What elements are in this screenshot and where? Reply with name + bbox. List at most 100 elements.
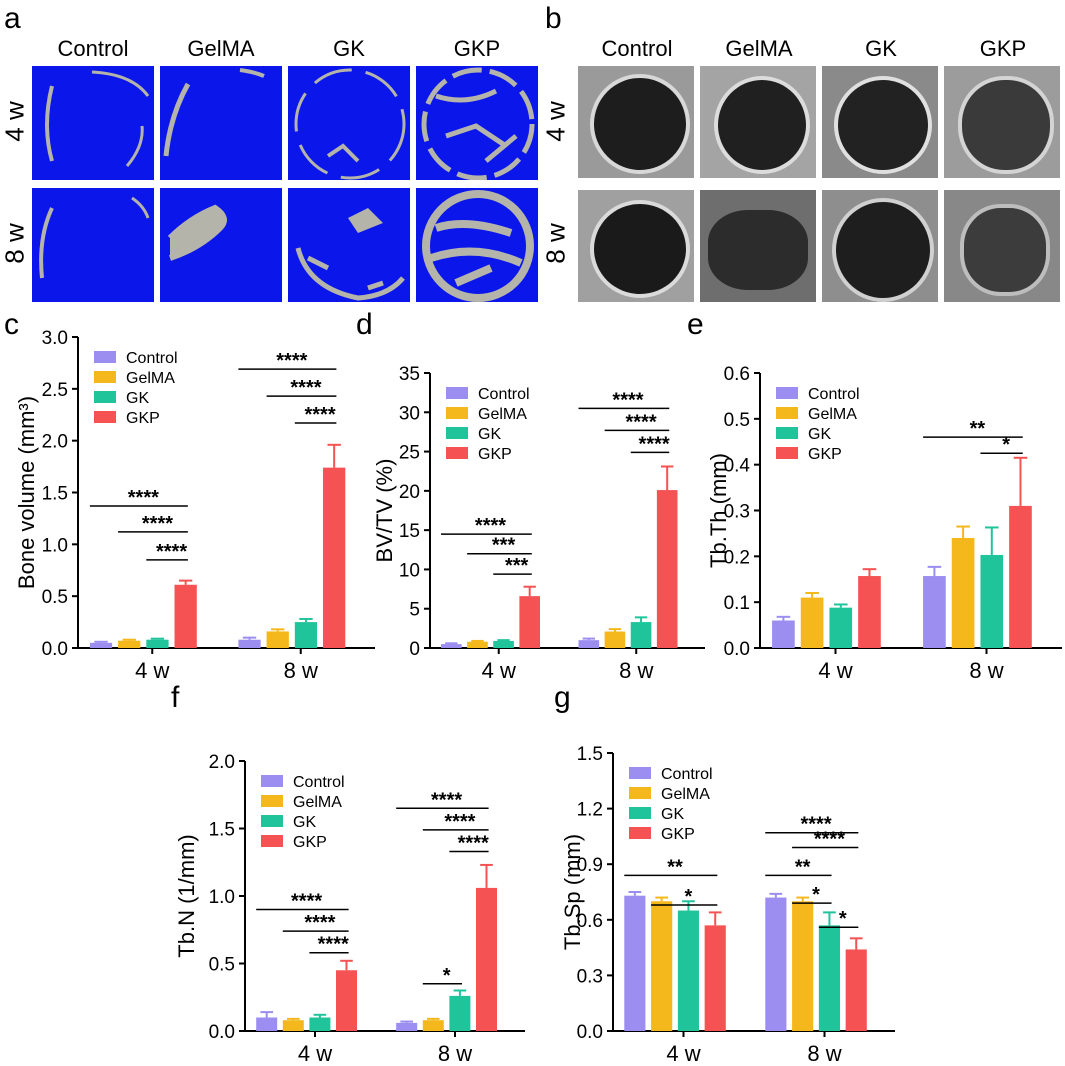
- bar-d-gelma: [467, 641, 488, 648]
- panel-label-c: c: [4, 308, 19, 341]
- x-tick-label-d: 4 w: [482, 658, 516, 683]
- significance-mark-d: ***: [492, 535, 516, 557]
- y-tick-label-f: 0.5: [209, 955, 235, 976]
- bar-f-gkp: [336, 970, 357, 1031]
- bar-e-gkp: [1009, 505, 1032, 648]
- x-tick-label-f: 4 w: [298, 1041, 332, 1066]
- bar-g-control: [765, 897, 787, 1031]
- legend-swatch-e: [776, 427, 798, 439]
- y-tick-label-c: 1.5: [42, 484, 68, 505]
- legend-swatch-g: [629, 807, 651, 819]
- bar-f-gk: [309, 1017, 331, 1031]
- y-tick-label-e: 0.1: [724, 593, 750, 614]
- panel-b-header-gkp: GKP: [979, 36, 1027, 61]
- bar-f-gk: [449, 995, 471, 1031]
- panel-a-header-control: Control: [57, 36, 129, 61]
- y-tick-label-d: 0: [409, 639, 420, 660]
- microct-gk-4w: [288, 66, 410, 180]
- y-tick-label-g: 0.9: [577, 855, 603, 876]
- y-tick-label-d: 30: [399, 403, 420, 424]
- bar-d-gelma: [604, 631, 626, 648]
- microct-gelma-8w: [160, 188, 282, 302]
- bar-d-gk: [630, 622, 652, 648]
- histology-gelma-8w: [700, 190, 816, 302]
- legend-label-d: GK: [478, 426, 501, 443]
- panel-label-a: a: [4, 2, 21, 35]
- bar-c-control: [238, 639, 261, 648]
- bar-c-gkp: [323, 467, 346, 648]
- panel-b-header-control: Control: [601, 36, 673, 61]
- x-tick-label-g: 8 w: [807, 1041, 841, 1066]
- significance-mark-f: ****: [304, 912, 335, 934]
- y-axis-label-g: Tb.Sp (mm): [560, 834, 585, 950]
- significance-mark-c: ****: [142, 513, 173, 535]
- legend-swatch-d: [446, 427, 468, 439]
- panel-label-e: e: [687, 308, 704, 341]
- significance-mark-f: ****: [318, 934, 349, 956]
- legend-swatch-e: [776, 387, 798, 399]
- bar-e-gk: [980, 554, 1004, 648]
- legend-swatch-c: [94, 351, 116, 363]
- significance-mark-g: **: [667, 856, 683, 878]
- legend-label-c: GelMA: [126, 370, 175, 387]
- histology-gk-8w: [822, 190, 938, 302]
- significance-mark-d: ****: [475, 515, 506, 537]
- significance-mark-g: ****: [814, 829, 845, 851]
- legend-swatch-c: [94, 371, 116, 383]
- legend-label-g: GelMA: [661, 786, 710, 803]
- y-tick-label-d: 35: [399, 364, 420, 385]
- y-tick-label-e: 0.6: [724, 364, 750, 385]
- y-tick-label-c: 2.5: [42, 380, 68, 401]
- microct-gkp-4w: [416, 66, 538, 180]
- legend-swatch-g: [629, 767, 651, 779]
- bar-c-gk: [294, 622, 318, 648]
- legend-swatch-c: [94, 391, 116, 403]
- significance-mark-g: *: [812, 884, 820, 906]
- bar-e-control: [923, 576, 946, 648]
- histology-gk-4w: [822, 66, 938, 178]
- legend-swatch-d: [446, 387, 468, 399]
- y-tick-label-e: 0.4: [724, 456, 751, 477]
- legend-swatch-f: [261, 795, 283, 807]
- significance-mark-f: ****: [444, 811, 475, 833]
- bar-f-control: [256, 1017, 278, 1031]
- y-tick-label-c: 0.5: [42, 587, 68, 608]
- bar-d-gk: [493, 640, 514, 648]
- significance-mark-d: ***: [505, 555, 529, 577]
- y-tick-label-g: 0.0: [577, 1022, 603, 1043]
- legend-label-f: Control: [293, 774, 345, 791]
- legend-label-f: GK: [293, 814, 316, 831]
- y-axis-label-d: BV/TV (%): [372, 459, 397, 563]
- bar-f-control: [396, 1022, 418, 1031]
- legend-label-c: GK: [126, 390, 149, 407]
- panel-b-header-gk: GK: [865, 36, 897, 61]
- bar-g-gk: [677, 910, 700, 1031]
- microct-control-4w: [32, 66, 154, 180]
- panel-a-header-gkp: GKP: [453, 36, 501, 61]
- legend-label-e: GKP: [808, 446, 842, 463]
- legend-label-e: Control: [808, 386, 860, 403]
- x-tick-label-c: 4 w: [135, 658, 169, 683]
- significance-mark-g: *: [685, 886, 693, 908]
- y-tick-label-e: 0.0: [724, 639, 750, 660]
- significance-mark-c: ****: [128, 487, 159, 509]
- y-tick-label-g: 0.6: [577, 911, 603, 932]
- legend-swatch-d: [446, 447, 468, 459]
- legend-swatch-g: [629, 827, 651, 839]
- y-axis-label-c: Bone volume (mm³): [14, 396, 39, 589]
- significance-mark-d: ****: [612, 389, 643, 411]
- legend-label-d: Control: [478, 386, 530, 403]
- y-tick-label-d: 15: [399, 521, 420, 542]
- significance-mark-g: *: [839, 908, 847, 930]
- significance-mark-f: ****: [431, 789, 462, 811]
- legend-swatch-f: [261, 775, 283, 787]
- bar-g-control: [624, 895, 646, 1031]
- significance-mark-c: ****: [156, 541, 187, 563]
- legend-label-c: Control: [126, 350, 178, 367]
- legend-label-g: GKP: [661, 826, 695, 843]
- histology-gkp-8w: [944, 190, 1060, 302]
- x-tick-label-f: 8 w: [438, 1041, 472, 1066]
- y-tick-label-f: 1.5: [209, 820, 235, 841]
- legend-label-g: GK: [661, 806, 684, 823]
- panel-a-header-gelma: GelMA: [187, 36, 255, 61]
